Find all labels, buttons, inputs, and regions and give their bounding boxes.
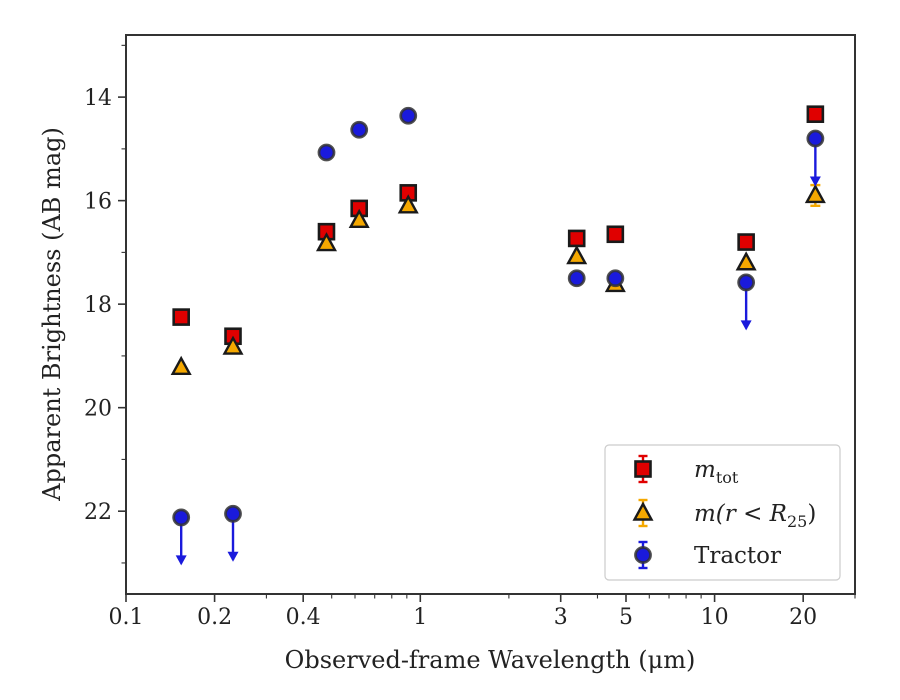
data-point: [566, 245, 588, 265]
data-point: [172, 308, 190, 326]
legend-label-subscript: 25: [787, 512, 807, 531]
legend-label-main: m: [694, 457, 716, 483]
data-point: [737, 233, 755, 251]
x-tick-label: 0.4: [286, 605, 321, 630]
data-point: [350, 120, 369, 139]
data-point: [348, 208, 370, 228]
data-point: [172, 508, 191, 527]
x-tick-label: 0.1: [109, 605, 144, 630]
x-axis: 0.1 0.2 0.4 1 3 5 10 20: [109, 594, 856, 630]
y-axis-title: Apparent Brightness (AB mag): [38, 127, 66, 502]
series-triangle: [170, 183, 826, 375]
legend-label-tail: ): [807, 501, 816, 527]
data-point: [735, 251, 757, 271]
upper-limit-arrowhead: [809, 176, 821, 187]
data-point: [224, 504, 242, 523]
x-tick-label: 20: [789, 605, 817, 630]
legend-label: Tractor: [694, 543, 781, 569]
data-point: [737, 273, 756, 292]
data-point: [806, 105, 825, 123]
legend-label: mtot: [694, 457, 739, 487]
chart-marks: [170, 105, 826, 566]
legend-box: [604, 444, 841, 581]
legend-marker: [632, 501, 654, 521]
data-point: [606, 225, 625, 244]
series-circle: [172, 106, 825, 566]
x-tick-label: 1: [413, 605, 427, 630]
data-point: [170, 355, 192, 375]
y-tick-label: 16: [84, 190, 112, 215]
x-tick-label: 10: [701, 605, 729, 630]
upper-limit-arrowhead: [227, 551, 239, 562]
x-tick-label: 5: [619, 605, 633, 630]
x-axis-title: Observed-frame Wavelength (μm): [285, 646, 696, 674]
x-tick-label: 0.2: [197, 605, 232, 630]
legend-marker: [634, 460, 652, 478]
legend-label: m(r < R25): [694, 501, 816, 531]
legend-marker: [634, 546, 652, 564]
data-point: [606, 269, 625, 288]
y-tick-label: 14: [84, 86, 112, 111]
y-axis: 14 16 18 20 22: [84, 44, 126, 564]
legend-label-subscript: tot: [716, 468, 739, 487]
data-point: [567, 269, 586, 288]
y-tick-label: 20: [84, 397, 112, 422]
legend-label-main: m(r < R: [694, 501, 787, 527]
x-tick-label: 3: [554, 605, 568, 630]
data-point: [317, 143, 336, 162]
y-tick-label: 18: [84, 293, 112, 318]
plot-frame: [125, 34, 856, 595]
legend: mtot m(r < R25) Tractor: [604, 444, 841, 581]
data-point: [397, 194, 419, 214]
data-point: [804, 183, 826, 204]
series-square: [172, 105, 825, 346]
upper-limit-arrowhead: [740, 320, 752, 331]
data-point: [567, 229, 586, 248]
data-point: [222, 335, 244, 355]
y-tick-label: 22: [84, 500, 112, 525]
upper-limit-arrowhead: [175, 555, 187, 566]
data-point: [315, 232, 338, 252]
data-point: [399, 106, 418, 125]
data-point: [806, 129, 825, 148]
